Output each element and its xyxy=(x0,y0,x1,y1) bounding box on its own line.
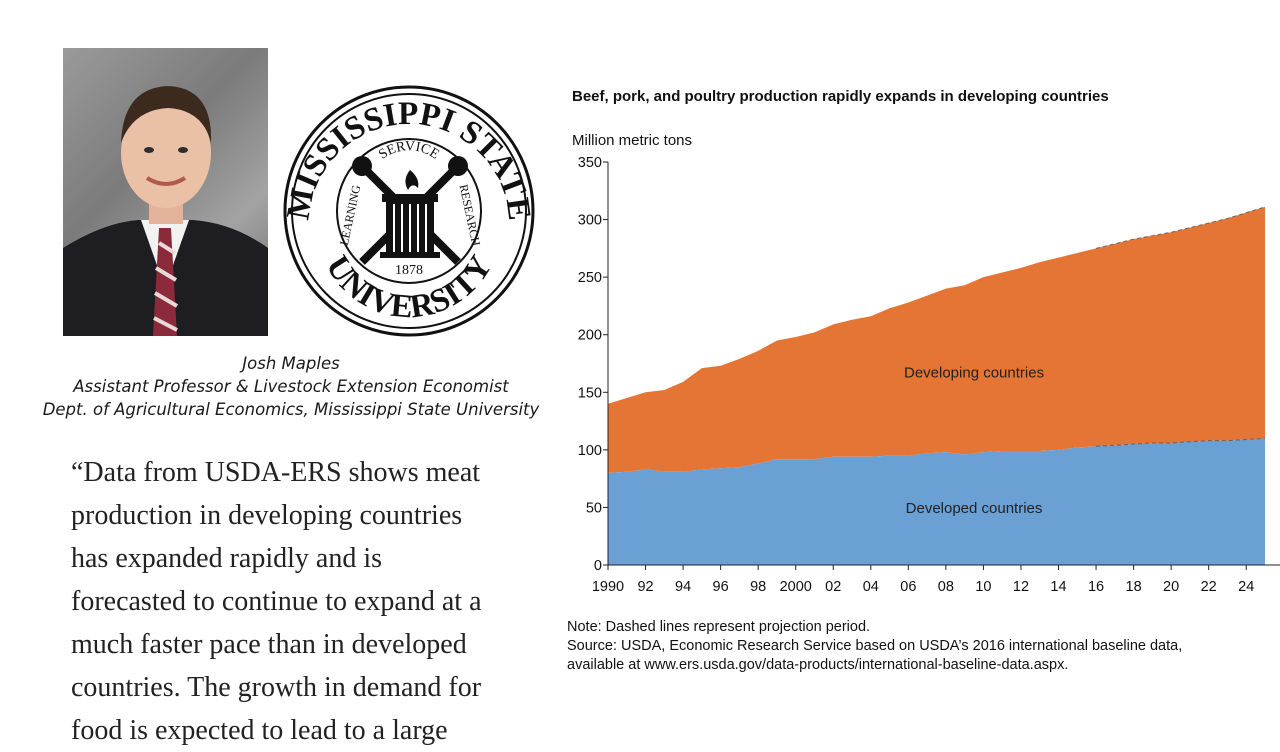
quote-line: forecasted to continue to expand at a xyxy=(71,586,482,617)
y-tick-label: 350 xyxy=(578,155,602,171)
person-title: Assistant Professor & Livestock Extensio… xyxy=(73,377,509,396)
y-tick-label: 0 xyxy=(594,558,602,574)
chart-title: Beef, pork, and poultry production rapid… xyxy=(572,88,1109,105)
x-tick-label: 24 xyxy=(1238,579,1254,595)
x-tick-label: 04 xyxy=(863,579,879,595)
series-area-developing xyxy=(608,206,1265,473)
x-tick-label: 2000 xyxy=(780,579,812,595)
x-tick-label: 98 xyxy=(750,579,766,595)
x-tick-label: 20 xyxy=(1163,579,1179,595)
x-tick-label: 14 xyxy=(1050,579,1066,595)
y-axis-label: Million metric tons xyxy=(572,132,693,149)
area-chart: 0 50 100 150 200 250 300 350 1990 92 94 96 98 2000 02 0… xyxy=(578,155,1280,595)
quote-line: food is expected to lead to a large xyxy=(71,715,448,746)
x-tick-label: 22 xyxy=(1201,579,1217,595)
y-tick-label: 250 xyxy=(578,270,602,286)
person-name: Josh Maples xyxy=(242,354,340,373)
chart-source-line: available at www.ers.usda.gov/data-produ… xyxy=(567,657,1069,673)
y-tick-label: 50 xyxy=(586,500,602,516)
person-caption: Josh Maples Assistant Professor & Livest… xyxy=(20,352,562,421)
quote-line: much faster pace than in developed xyxy=(71,629,467,660)
quote-line: production in developing countries xyxy=(71,500,463,531)
seal-service-text: SERVICE xyxy=(376,139,441,162)
projection-line-total xyxy=(1095,206,1266,249)
projection-line-developed xyxy=(1096,437,1266,447)
area-label-developing: Developing countries xyxy=(904,364,1044,381)
quote-line: has expanded rapidly and is xyxy=(71,543,383,574)
person-department: Dept. of Agricultural Economics, Mississ… xyxy=(42,400,540,419)
x-tick-label: 06 xyxy=(900,579,916,595)
x-tick-label: 18 xyxy=(1126,579,1142,595)
y-tick-label: 300 xyxy=(578,213,602,229)
x-tick-label: 16 xyxy=(1088,579,1104,595)
x-tick-label: 92 xyxy=(637,579,653,595)
portrait-photo xyxy=(63,48,268,336)
x-tick-label: 1990 xyxy=(592,579,624,595)
portrait-figure xyxy=(63,86,268,336)
university-seal: MISSISSIPPI STATE UNIVERSITY SERVICE LEA… xyxy=(280,84,537,338)
x-tick-label: 12 xyxy=(1013,579,1029,595)
quote-text: “Data from USDA-ERS shows meat productio… xyxy=(71,451,551,752)
quote-line: “Data from USDA-ERS shows meat xyxy=(71,457,481,488)
quote-line: countries. The growth in demand for xyxy=(71,672,482,703)
x-tick-label: 02 xyxy=(825,579,841,595)
y-tick-label: 100 xyxy=(578,443,602,459)
chart-note-line: Note: Dashed lines represent projection … xyxy=(567,619,871,635)
x-tick-label: 94 xyxy=(675,579,691,595)
x-tick-label: 08 xyxy=(938,579,954,595)
chart-note: Note: Dashed lines represent projection … xyxy=(567,618,1182,675)
chart-source-line: Source: USDA, Economic Research Service … xyxy=(567,638,1183,654)
y-tick-label: 150 xyxy=(578,385,602,401)
seal-column-icon xyxy=(380,170,440,258)
area-label-developed: Developed countries xyxy=(906,500,1043,517)
series-area-developed xyxy=(608,438,1265,565)
x-tick-label: 10 xyxy=(975,579,991,595)
y-tick-label: 200 xyxy=(578,328,602,344)
seal-year: 1878 xyxy=(395,263,423,278)
x-tick-label: 96 xyxy=(713,579,729,595)
